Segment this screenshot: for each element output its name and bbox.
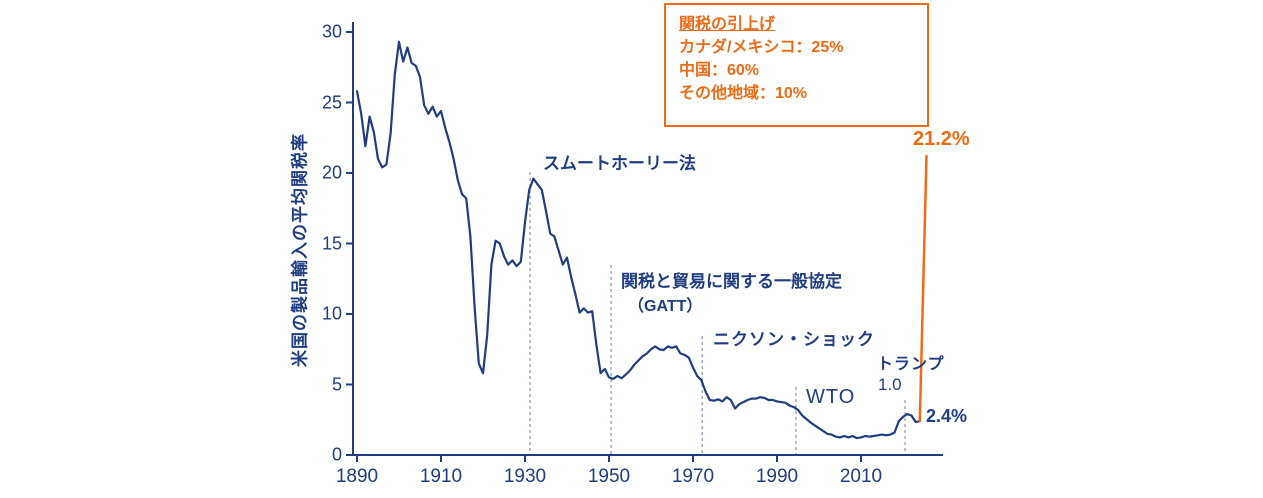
y-tick-25: 25 [321, 92, 342, 112]
annotation-trump-line1: トランプ [877, 356, 945, 373]
callout-line-canada-mexico: カナダ/メキシコ：25% [679, 39, 844, 56]
annotation-gatt-line2: （GATT） [628, 298, 703, 315]
annotation-trump-line2: 1.0 [878, 375, 902, 394]
y-tick-5: 5 [331, 374, 342, 394]
y-tick-30: 30 [321, 21, 342, 42]
annotation-gatt-line1: 関税と貿易に関する一般協定 [621, 272, 842, 291]
annotation-smoot-hawley: スムートホーリー法 [543, 154, 696, 173]
y-tick-0: 0 [331, 444, 342, 465]
callout-line-other: その他地域：10% [679, 85, 808, 102]
x-tick-1950: 1950 [587, 466, 631, 487]
x-tick-1910: 1910 [419, 466, 463, 487]
callout-title: 関税の引上げ [679, 16, 776, 33]
x-tick-1990: 1990 [755, 466, 799, 487]
callout-line-china: 中国：60% [679, 62, 760, 79]
axes [346, 22, 943, 462]
y-tick-10: 10 [321, 303, 342, 324]
x-tick-1930: 1930 [503, 466, 547, 487]
annotation-nixon-shock: ニクソン・ショック [713, 330, 875, 349]
y-tick-20: 20 [321, 162, 342, 183]
y-tick-15: 15 [321, 233, 342, 253]
annotation-wto: WTO [806, 386, 856, 408]
x-tick-1890: 1890 [335, 466, 379, 487]
tariff-hike-callout: 関税の引上げ カナダ/メキシコ：25% 中国：60% その他地域：10% [664, 3, 929, 127]
current-value-label: 2.4% [926, 406, 968, 426]
event-guide-lines [529, 172, 906, 455]
x-tick-2010: 2010 [839, 466, 883, 487]
projected-value-label: 21.2% [913, 128, 970, 150]
x-tick-1970: 1970 [671, 466, 715, 487]
series-lines [355, 40, 928, 440]
